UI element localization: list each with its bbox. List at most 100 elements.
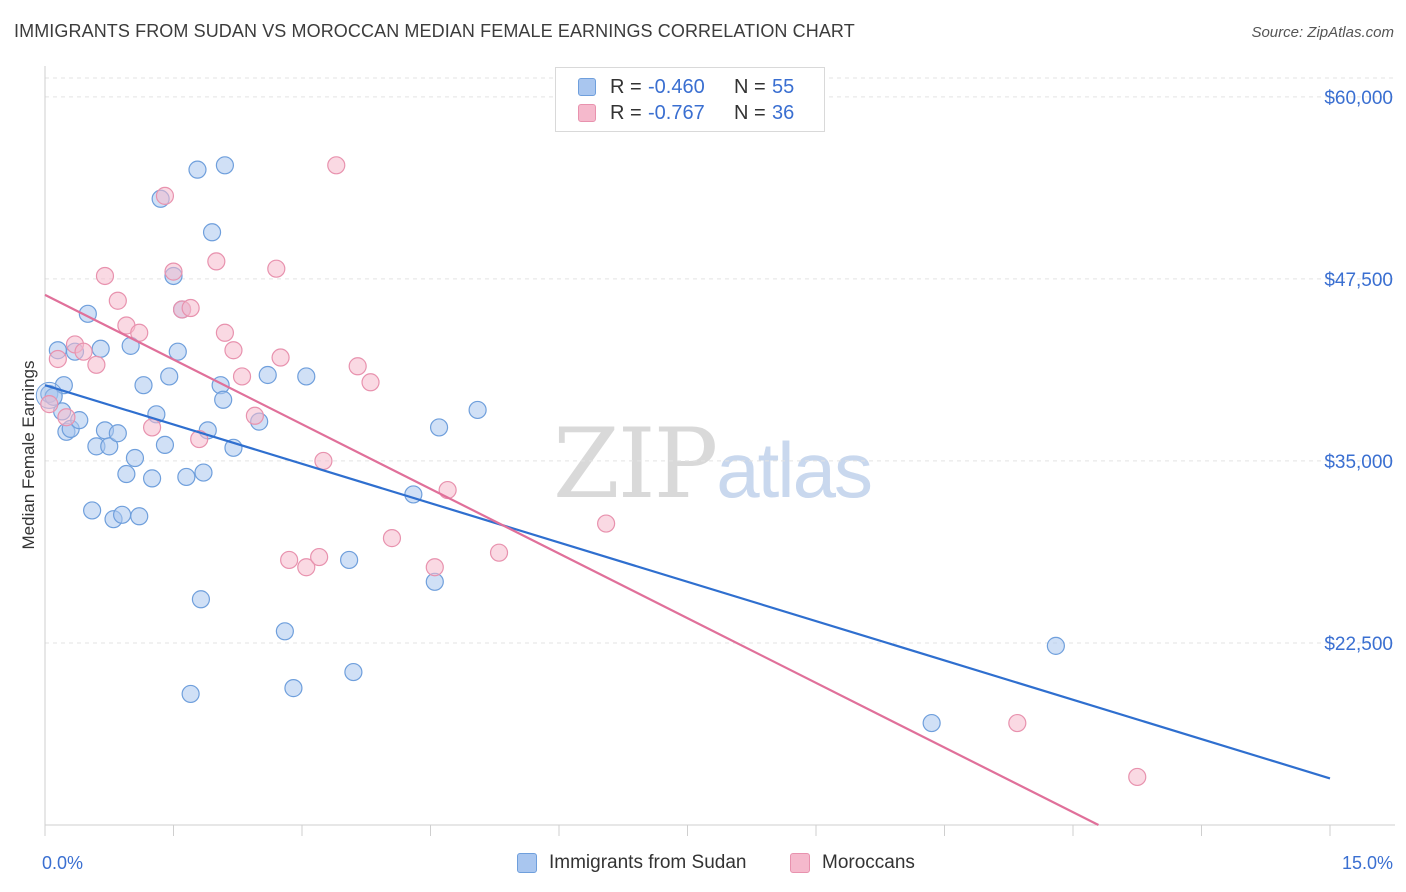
moroccan-point	[74, 342, 93, 361]
sudan-point	[177, 467, 196, 487]
zipatlas-watermark: ZIPatlas	[553, 408, 873, 520]
sudan-trend-line	[44, 384, 1331, 780]
sudan-point	[117, 464, 136, 484]
moroccan-point	[310, 547, 329, 567]
y-tick-label: $35,000	[1324, 452, 1393, 473]
source-label: Source: ZipAtlas.com	[1251, 24, 1394, 41]
x-tick-label-max: 15.0%	[1342, 853, 1393, 873]
sudan-point	[215, 156, 234, 175]
sudan-point	[112, 505, 132, 524]
series-legend: Immigrants from Sudan Moroccans	[0, 852, 1406, 876]
n-value: 36	[772, 101, 795, 124]
chart-title: IMMIGRANTS FROM SUDAN VS MOROCCAN MEDIAN…	[14, 21, 855, 41]
r-label: R =	[610, 101, 642, 124]
n-label: N =	[734, 75, 766, 98]
sudan-point	[191, 590, 211, 609]
legend-label-moroccan: Moroccans	[822, 852, 915, 873]
stats-row-moroccan: R = -0.767 N = 36	[578, 101, 794, 125]
y-tick-label: $22,500	[1324, 634, 1393, 655]
sudan-point	[284, 679, 303, 698]
sudan-swatch	[578, 78, 596, 96]
legend-item-sudan[interactable]: Immigrants from Sudan	[517, 852, 746, 874]
sudan-point	[214, 390, 233, 409]
r-label: R =	[610, 75, 642, 98]
moroccan-point	[87, 355, 106, 374]
moroccan-swatch	[578, 104, 596, 122]
moroccan-point	[438, 480, 457, 500]
sudan-point	[258, 365, 277, 385]
sudan-point	[344, 662, 363, 682]
sudan-point	[100, 437, 119, 456]
sudan-point	[181, 684, 200, 704]
series-moroccan-points	[40, 156, 1147, 787]
moroccan-point	[207, 252, 226, 271]
moroccan-point	[297, 558, 316, 577]
sudan-point	[194, 463, 213, 482]
legend-label-sudan: Immigrants from Sudan	[549, 852, 747, 873]
y-tick-label: $47,500	[1324, 270, 1393, 291]
moroccan-point	[215, 323, 234, 342]
moroccan-point	[489, 543, 509, 562]
sudan-point	[297, 367, 316, 386]
moroccan-point	[327, 156, 346, 175]
n-value: 55	[772, 75, 795, 98]
moroccan-point	[232, 367, 252, 386]
y-tick-label: $60,000	[1324, 88, 1393, 109]
sudan-point	[188, 160, 207, 179]
gridlines	[45, 77, 1395, 644]
moroccan-point	[361, 373, 380, 392]
x-tick-label-min: 0.0%	[42, 853, 83, 873]
sudan-point	[160, 367, 179, 386]
sudan-point	[1046, 636, 1065, 655]
moroccan-point	[245, 406, 264, 425]
sudan-point	[202, 223, 222, 242]
moroccan-point	[95, 266, 115, 286]
moroccan-trend-line	[44, 293, 1099, 826]
sudan-point	[922, 713, 941, 733]
r-value: -0.767	[648, 101, 705, 124]
y-axis-label: Median Female Earnings	[19, 361, 38, 550]
stats-legend: R = -0.460 N = 55 R = -0.767 N = 36	[555, 67, 825, 132]
sudan-point	[108, 424, 127, 443]
sudan-point	[168, 342, 187, 361]
sudan-point	[429, 418, 449, 437]
moroccan-point	[48, 349, 67, 369]
sudan-point	[83, 501, 102, 520]
sudan-point	[125, 448, 145, 468]
sudan-point	[91, 339, 110, 358]
trend-lines	[44, 293, 1331, 826]
sudan-legend-swatch	[517, 853, 537, 873]
moroccan-point	[271, 348, 290, 367]
sudan-point	[155, 435, 175, 455]
sudan-point	[275, 622, 294, 641]
moroccan-point	[57, 408, 76, 427]
moroccan-point	[348, 357, 367, 376]
sudan-point	[142, 469, 162, 488]
legend-item-moroccan[interactable]: Moroccans	[790, 852, 915, 874]
moroccan-point	[1128, 767, 1147, 787]
series-sudan-points	[35, 156, 1065, 733]
moroccan-point	[1008, 713, 1027, 733]
watermark-zip: ZIP	[553, 408, 718, 520]
moroccan-point	[164, 262, 183, 281]
sudan-point	[468, 400, 487, 420]
moroccan-point	[382, 529, 402, 548]
axes	[44, 66, 1395, 836]
moroccan-point	[155, 186, 175, 205]
moroccan-point	[267, 259, 286, 278]
moroccan-point	[142, 418, 162, 437]
moroccan-point	[181, 298, 200, 318]
sudan-point	[134, 376, 153, 395]
moroccan-point	[314, 451, 333, 471]
sudan-point	[340, 550, 359, 570]
moroccan-point	[425, 558, 444, 577]
r-value: -0.460	[648, 75, 705, 98]
moroccan-point	[108, 291, 127, 310]
moroccan-point	[224, 341, 243, 360]
moroccan-point	[597, 514, 616, 533]
sudan-point	[130, 507, 149, 526]
n-label: N =	[734, 101, 766, 124]
moroccan-point	[280, 550, 299, 570]
stats-row-sudan: R = -0.460 N = 55	[578, 75, 794, 99]
